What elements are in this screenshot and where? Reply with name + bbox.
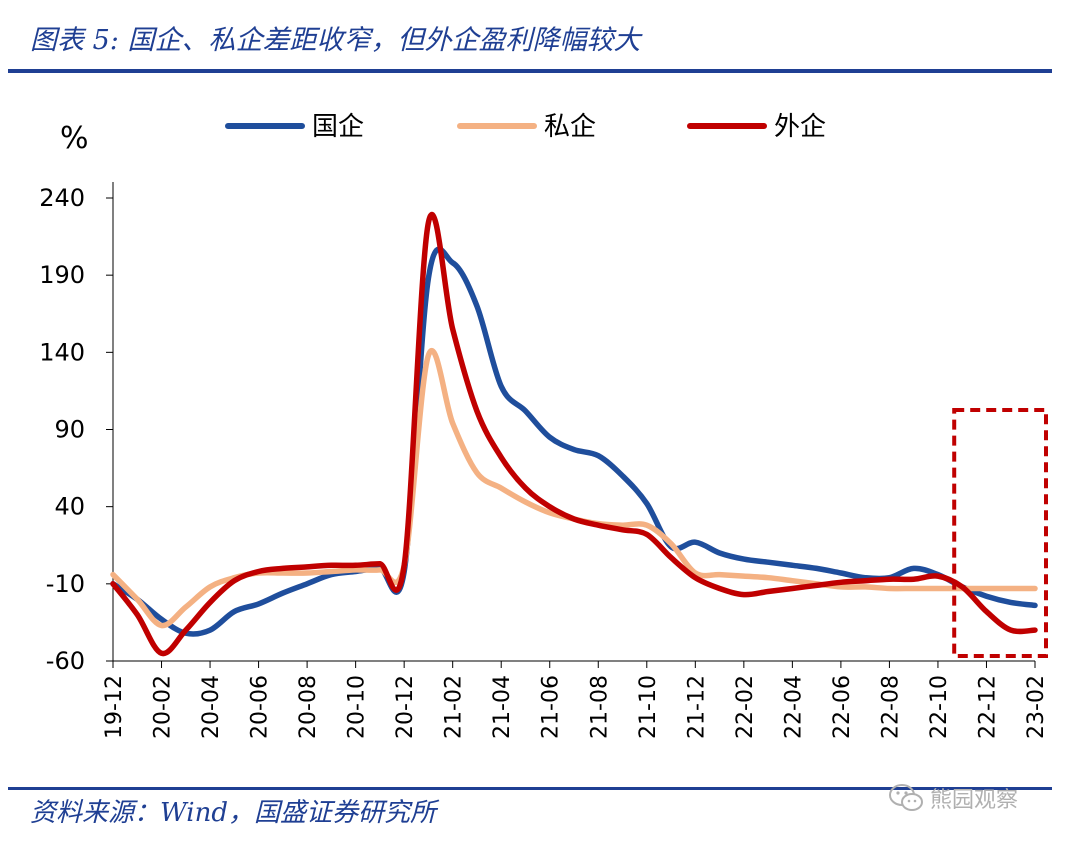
x-tick-label: 20-02 [151, 675, 176, 739]
y-axis-unit: % [60, 121, 89, 156]
x-tick-label: 21-10 [636, 675, 661, 739]
y-tick-label: 240 [39, 184, 85, 212]
x-tick-label: 22-10 [927, 675, 952, 739]
x-tick-label: 22-12 [975, 675, 1000, 739]
y-tick-label: -10 [46, 570, 85, 598]
legend-label: 私企 [544, 112, 596, 142]
y-tick-label: 40 [54, 493, 85, 521]
chart-title: 图表 5: 国企、私企差距收窄，但外企盈利降幅较大 [30, 25, 641, 56]
series-lines [110, 211, 1038, 657]
y-tick-label: 90 [54, 416, 85, 444]
y-axis-ticks: 240 190 140 90 40 -10 -60 [39, 184, 113, 675]
watermark: 熊园观察 [888, 782, 1018, 814]
x-tick-label: 21-08 [587, 675, 612, 739]
y-tick-label: 190 [39, 261, 85, 289]
x-tick-label: 21-02 [442, 675, 467, 739]
y-tick-label: -60 [46, 647, 85, 675]
x-tick-label: 20-08 [296, 675, 321, 739]
x-tick-label: 21-06 [539, 675, 564, 739]
highlight-box [952, 408, 1048, 658]
legend: 国企 私企 外企 [225, 112, 826, 142]
y-tick-label: 140 [39, 338, 85, 366]
source-note: 资料来源：Wind，国盛证券研究所 [30, 798, 436, 828]
title-divider [8, 69, 1052, 73]
x-tick-label: 22-08 [878, 675, 903, 739]
x-axis-ticks: 19-12 20-02 20-04 20-06 20-08 20-10 20-12 21-02… [102, 661, 1049, 739]
x-tick-label: 21-12 [684, 675, 709, 739]
footer-divider [8, 787, 1052, 790]
wechat-icon [889, 784, 923, 811]
series-line-2 [110, 211, 1038, 657]
x-tick-label: 21-04 [490, 675, 515, 739]
x-tick-label: 20-12 [393, 675, 418, 739]
legend-label: 国企 [312, 112, 364, 142]
x-tick-label: 20-06 [248, 675, 273, 739]
watermark-text: 熊园观察 [930, 788, 1019, 813]
x-tick-label: 20-10 [345, 675, 370, 739]
x-tick-label: 20-04 [199, 675, 224, 739]
x-tick-label: 19-12 [102, 675, 127, 739]
x-tick-label: 23-02 [1024, 675, 1049, 739]
legend-label: 外企 [774, 112, 826, 142]
series-line-1 [110, 348, 1038, 629]
x-tick-label: 22-06 [830, 675, 855, 739]
x-tick-label: 22-04 [781, 675, 806, 739]
x-tick-label: 22-02 [733, 675, 758, 739]
